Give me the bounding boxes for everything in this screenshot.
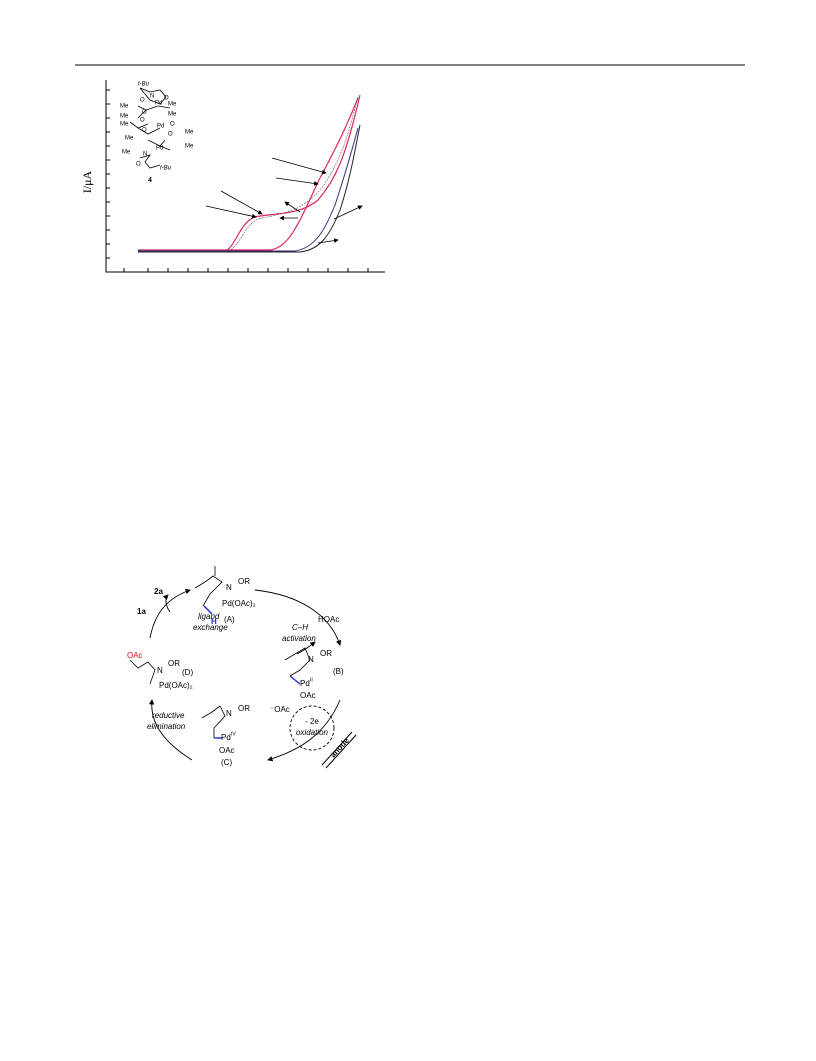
cv-curve: [138, 94, 361, 252]
atom-label: O: [140, 118, 145, 124]
atom-label: Pd: [157, 124, 164, 130]
reagent: 1a: [137, 607, 146, 616]
atom-label: N: [157, 666, 163, 675]
step-label: - 2e: [305, 717, 319, 726]
atom-label: Pd: [221, 733, 231, 742]
atom-label: Me: [125, 136, 134, 142]
atom-label: OR: [238, 577, 250, 586]
atom-label: O: [142, 110, 147, 116]
step-label: activation: [282, 634, 316, 643]
cycle-arrows: [148, 589, 342, 762]
atom-label: Pd(OAc)₂: [159, 681, 193, 690]
atom-label: O: [142, 128, 147, 134]
atom-label: O: [136, 162, 141, 168]
intermediate-label: (C): [221, 758, 232, 767]
step-label: ligand: [198, 612, 220, 621]
reagent: 2a: [154, 587, 163, 596]
atom-label: O: [168, 132, 173, 138]
atom-label: OR: [238, 704, 250, 713]
cycle-figure: 2a 1a ligand exchange N OR Pd(OAc)₂ H (A…: [127, 566, 357, 769]
y-axis-label: I/μA: [80, 170, 94, 193]
atom-label: H: [211, 617, 217, 626]
axes: [105, 80, 385, 273]
ticks: [106, 89, 369, 272]
cv-curve: [138, 124, 361, 253]
step-label: reductive: [152, 711, 185, 720]
intermediate-label: (B): [333, 667, 344, 676]
atom-label: Me: [120, 104, 129, 110]
step-label: exchange: [193, 623, 228, 632]
step-label: oxidation: [296, 728, 329, 737]
electrode: [321, 731, 357, 769]
compound-number: 4: [148, 177, 152, 184]
intermediate-label: (A): [224, 615, 235, 624]
atom-label: N: [143, 152, 147, 158]
atom-label: N: [150, 94, 154, 100]
atom-label: Me: [168, 112, 177, 118]
acetate: ⁻OAc: [270, 705, 290, 714]
cv-curve: [138, 97, 359, 251]
atom-label: N: [308, 655, 314, 664]
atom-label: OR: [320, 649, 332, 658]
atom-label: N: [226, 709, 232, 718]
cycle-bonds: [129, 566, 311, 739]
atom-label: N: [226, 583, 232, 592]
arrows: [205, 157, 363, 244]
atom-label: Pd: [155, 101, 162, 107]
atom-label: O: [164, 96, 169, 102]
atom-label: Me: [185, 144, 194, 150]
intermediate-label: (D): [182, 668, 193, 677]
oxidation-state: II: [310, 677, 313, 683]
atom-label: O: [140, 98, 145, 104]
atom-label: OAc: [300, 691, 316, 700]
byproduct: HOAc: [318, 615, 339, 624]
structure-labels: t-Bu O N Me Me Pd Me O O Me Me O O Pd O …: [120, 82, 194, 172]
electrode-circle: [289, 705, 335, 751]
atom-label: OAc: [127, 651, 143, 660]
atom-label: Me: [122, 150, 131, 156]
electrode-label: anode: [328, 736, 351, 760]
cv-figure: I/μA t-Bu O N Me Me: [80, 80, 385, 273]
atom-label: OAc: [219, 746, 235, 755]
atom-label: Me: [185, 130, 194, 136]
structure-bonds: [129, 87, 171, 169]
cv-curve: [138, 95, 359, 251]
step-label: C–H: [292, 623, 308, 632]
atom-label: Pd(OAc)₂: [222, 599, 256, 608]
atom-label: O: [170, 122, 175, 128]
atom-label: Me: [120, 122, 129, 128]
oxidation-state: IV: [231, 731, 236, 737]
step-label: elimination: [147, 722, 186, 731]
atom-label: t-Bu: [160, 166, 172, 172]
atom-label: Pd: [300, 679, 310, 688]
atom-label: OR: [168, 659, 180, 668]
cv-curve: [138, 127, 359, 252]
atom-label: Me: [168, 102, 177, 108]
atom-label: Pd: [156, 146, 163, 152]
atom-label: Me: [120, 114, 129, 120]
atom-label: t-Bu: [138, 82, 150, 88]
